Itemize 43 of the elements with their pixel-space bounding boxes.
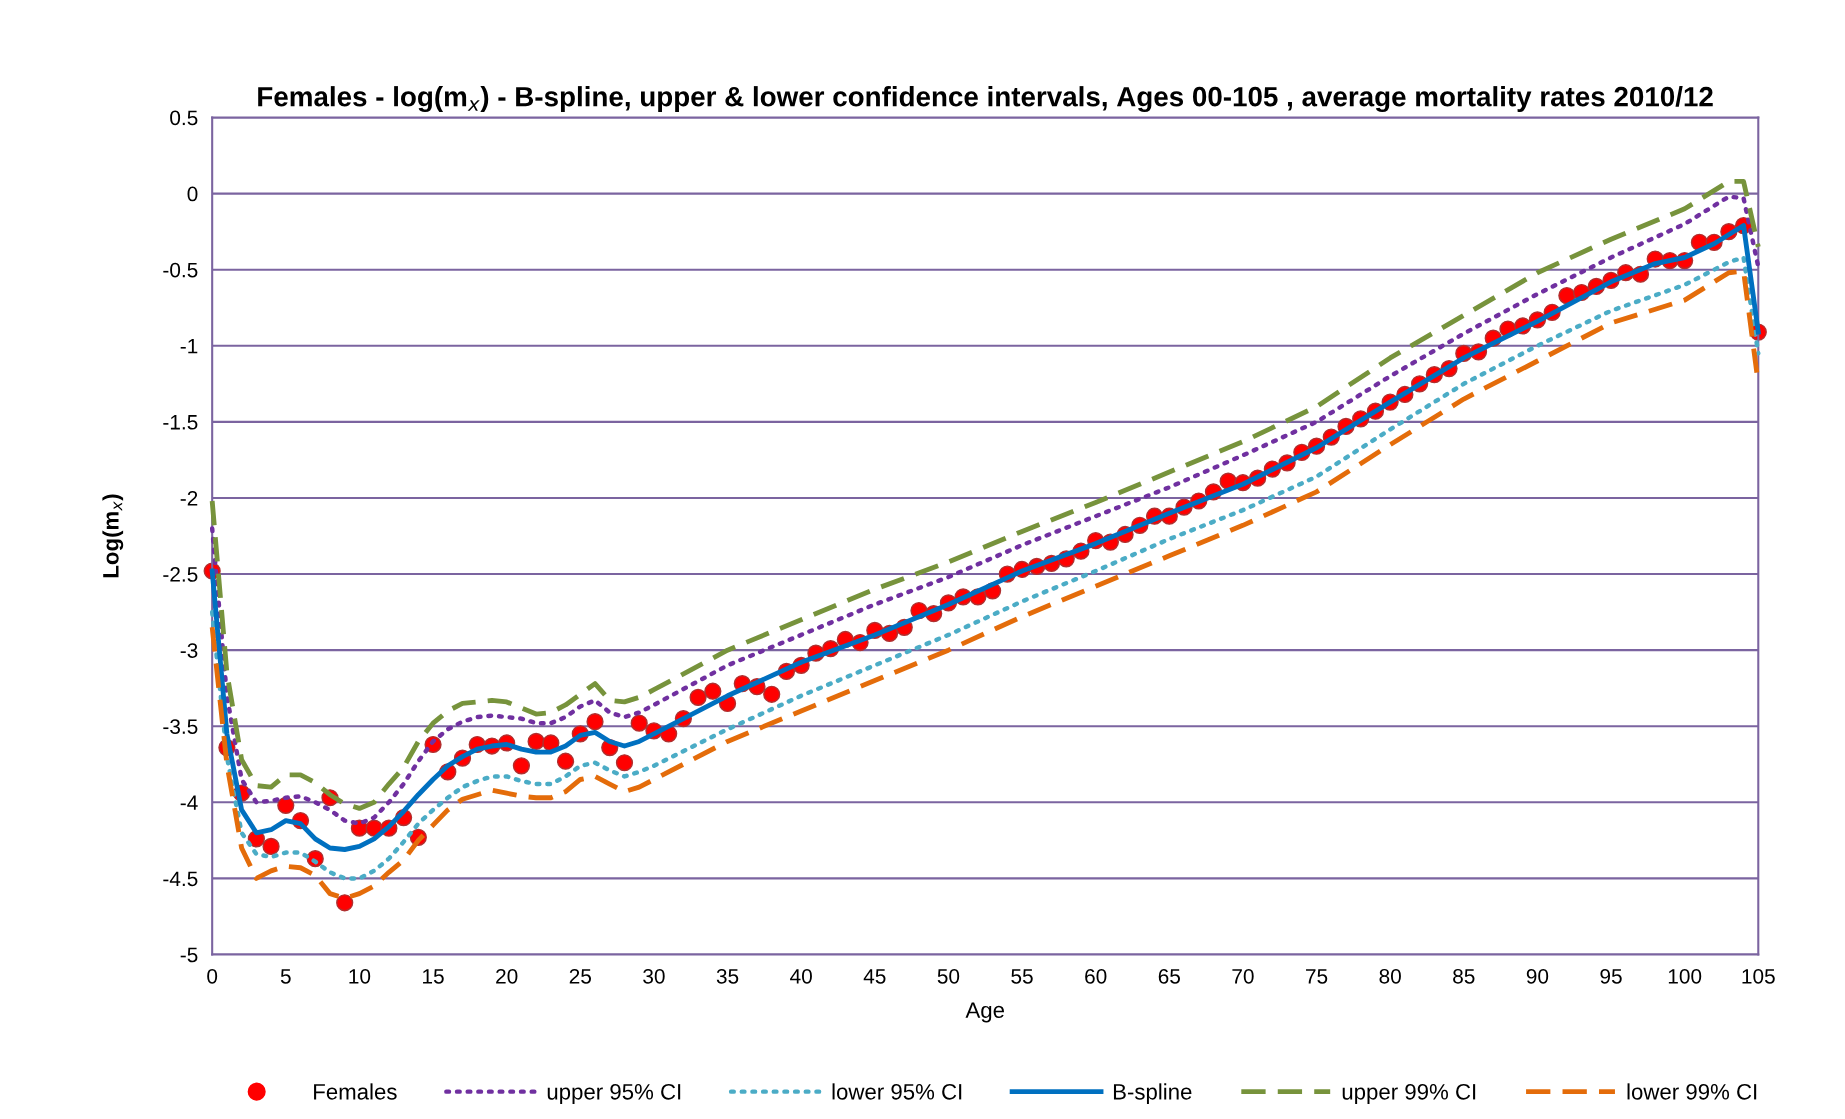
x-tick-label: 85 [1453, 968, 1475, 984]
x-tick-label: 10 [349, 968, 371, 984]
x-tick-label: 40 [790, 968, 812, 984]
y-tick-label: -1.5 [163, 415, 198, 430]
x-tick-label: 0 [207, 968, 218, 984]
x-tick-label: 95 [1600, 968, 1622, 984]
legend-label: lower 95% CI [832, 1083, 962, 1100]
x-tick-label: 50 [937, 968, 960, 984]
x-tick-label: 90 [1526, 968, 1549, 984]
x-tick-label: 105 [1742, 968, 1775, 984]
x-tick-label: 80 [1379, 968, 1401, 984]
x-tick-label: 55 [1011, 969, 1033, 984]
y-tick-label: 0 [187, 186, 198, 202]
x-tick-label: 75 [1306, 969, 1328, 984]
y-tick-label: -2 [180, 490, 198, 506]
x-tick-label: 45 [863, 969, 886, 984]
y-tick-label: -3.5 [163, 719, 198, 734]
y-tick-label: -0.5 [163, 262, 198, 278]
x-tick-label: 100 [1668, 968, 1702, 984]
y-tick-label: -4 [180, 795, 198, 810]
x-tick-label: 15 [423, 969, 444, 984]
legend-label: upper 95% CI [547, 1083, 681, 1105]
x-tick-label: 60 [1085, 968, 1107, 984]
y-tick-label: -5 [180, 947, 198, 963]
x-tick-label: 70 [1232, 968, 1254, 984]
x-tick-label: 35 [716, 968, 739, 984]
legend-label: upper 99% CI [1342, 1083, 1476, 1105]
y-tick-label: -2.5 [163, 567, 198, 582]
x-tick-label: 5 [280, 969, 291, 984]
legend-label: Females [314, 1083, 397, 1100]
y-tick-label: -1 [180, 338, 198, 354]
y-tick-label: -4.5 [163, 871, 198, 887]
x-tick-label: 20 [496, 968, 518, 984]
y-axis-title: Log(m$_{x}$) [102, 494, 124, 578]
x-axis-title: Age [965, 1002, 1005, 1023]
y-tick-label: -3 [180, 643, 198, 658]
x-tick-label: 65 [1158, 968, 1180, 984]
legend-label: lower 99% CI [1627, 1083, 1757, 1100]
x-tick-label: 30 [643, 968, 665, 984]
legend-label: B-spline [1113, 1083, 1192, 1105]
y-tick-label: 0.5 [170, 110, 198, 126]
chart-title: Females - log(m$_{x}$) - B-spline, upper & lower confidence intervals, Ages 00-105 , average mortality rates 2010/12 [258, 86, 1713, 113]
x-tick-label: 25 [569, 968, 592, 984]
